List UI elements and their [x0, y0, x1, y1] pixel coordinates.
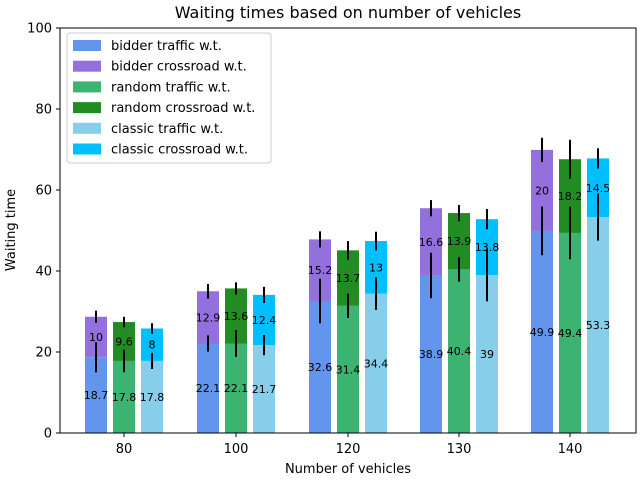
legend-swatch — [73, 40, 101, 51]
legend-entry-label: classic crossroad w.t. — [111, 143, 248, 158]
classic-traffic-bar — [141, 360, 163, 433]
plot-area: 18.7 10 22.1 12.9 32.6 15.2 38.9 16.6 49.9 20 17.8… — [27, 22, 637, 457]
classic-traffic-bar — [587, 217, 609, 433]
classic-traffic-value-label: 53.3 — [586, 319, 611, 332]
random-traffic-value-label: 22.1 — [224, 382, 249, 395]
bidder-crossroad-bar — [420, 208, 442, 276]
bidder-crossroad-value-label: 15.2 — [308, 264, 333, 277]
classic-traffic-value-label: 21.7 — [252, 383, 277, 396]
legend-swatch — [73, 122, 101, 134]
chart-title: Waiting times based on number of vehicle… — [175, 3, 521, 22]
legend-swatch — [73, 81, 101, 93]
classic-crossroad-bar — [476, 219, 498, 276]
y-axis-label: Waiting time — [4, 189, 19, 271]
classic-crossroad-bar — [141, 328, 163, 361]
legend-swatch — [73, 102, 101, 114]
legend-entry-label: random traffic w.t. — [111, 80, 231, 95]
bidder-traffic-bar — [197, 343, 219, 433]
classic-traffic-value-label: 17.8 — [140, 391, 165, 404]
bidder-traffic-value-label: 49.9 — [530, 326, 555, 339]
x-tick-label: 130 — [447, 442, 472, 457]
bidder-crossroad-bar — [85, 316, 107, 358]
random-crossroad-value-label: 13.9 — [447, 235, 472, 248]
random-crossroad-value-label: 13.7 — [336, 272, 361, 285]
bidder-crossroad-value-label: 12.9 — [196, 311, 221, 324]
x-axis-label: Number of vehicles — [285, 462, 411, 477]
classic-crossroad-value-label: 14.5 — [586, 182, 611, 195]
classic-traffic-bar — [365, 293, 387, 433]
random-traffic-bar — [113, 360, 135, 433]
legend-swatch — [73, 60, 101, 72]
classic-traffic-bar — [253, 345, 275, 433]
legend-entry-label: bidder crossroad w.t. — [111, 60, 247, 75]
random-crossroad-value-label: 9.6 — [115, 335, 133, 348]
x-tick-label: 120 — [336, 442, 361, 457]
bidder-crossroad-value-label: 10 — [89, 331, 103, 344]
random-crossroad-bar — [337, 250, 359, 306]
bidder-traffic-bar — [309, 300, 331, 433]
x-tick-label: 100 — [224, 442, 249, 457]
bidder-traffic-value-label: 38.9 — [419, 348, 444, 361]
legend-entry-label: classic traffic w.t. — [111, 122, 223, 137]
classic-traffic-value-label: 34.4 — [364, 357, 389, 370]
random-crossroad-bar — [559, 159, 581, 233]
bidder-crossroad-bar — [197, 291, 219, 344]
legend-box — [66, 32, 272, 164]
classic-crossroad-bar — [365, 241, 387, 294]
random-traffic-bar — [337, 305, 359, 433]
y-tick-label: 40 — [35, 265, 52, 280]
random-crossroad-value-label: 18.2 — [558, 190, 583, 203]
classic-crossroad-value-label: 8 — [149, 339, 156, 352]
classic-crossroad-value-label: 13 — [369, 261, 383, 274]
bidder-traffic-bar — [531, 230, 553, 433]
bidder-crossroad-value-label: 16.6 — [419, 236, 444, 249]
bidder-traffic-bar — [85, 357, 107, 433]
bidder-traffic-bar — [420, 275, 442, 433]
classic-crossroad-bar — [587, 158, 609, 218]
classic-traffic-value-label: 39 — [480, 348, 494, 361]
random-traffic-bar — [559, 232, 581, 433]
legend-entry-label: random crossroad w.t. — [111, 101, 255, 116]
bidder-crossroad-bar — [309, 239, 331, 301]
x-tick-label: 140 — [558, 442, 583, 457]
y-tick-label: 0 — [44, 427, 52, 442]
random-crossroad-bar — [225, 288, 247, 344]
random-traffic-value-label: 17.8 — [112, 391, 137, 404]
random-traffic-bar — [448, 269, 470, 433]
y-tick-label: 20 — [35, 346, 52, 361]
random-traffic-bar — [225, 343, 247, 433]
x-tick-label: 80 — [116, 442, 133, 457]
random-traffic-value-label: 40.4 — [447, 345, 472, 358]
classic-crossroad-bar — [253, 294, 275, 346]
legend-entry-label: bidder traffic w.t. — [111, 39, 222, 54]
bidder-traffic-value-label: 32.6 — [308, 361, 333, 374]
bidder-traffic-value-label: 18.7 — [84, 389, 109, 402]
y-tick-label: 60 — [35, 184, 52, 199]
classic-crossroad-value-label: 12.4 — [252, 314, 277, 327]
legend: bidder traffic w.t. bidder crossroad w.t.… — [66, 32, 272, 164]
bidder-traffic-value-label: 22.1 — [196, 382, 221, 395]
bidder-crossroad-value-label: 20 — [535, 184, 549, 197]
random-crossroad-value-label: 13.6 — [224, 310, 249, 323]
legend-swatch — [73, 143, 101, 155]
random-traffic-value-label: 31.4 — [336, 363, 361, 376]
classic-traffic-bar — [476, 275, 498, 433]
bidder-crossroad-bar — [531, 149, 553, 231]
y-tick-label: 100 — [27, 22, 52, 37]
classic-crossroad-value-label: 13.8 — [475, 241, 500, 254]
random-crossroad-bar — [448, 213, 470, 270]
random-crossroad-bar — [113, 322, 135, 361]
random-traffic-value-label: 49.4 — [558, 327, 583, 340]
y-tick-label: 80 — [35, 103, 52, 118]
